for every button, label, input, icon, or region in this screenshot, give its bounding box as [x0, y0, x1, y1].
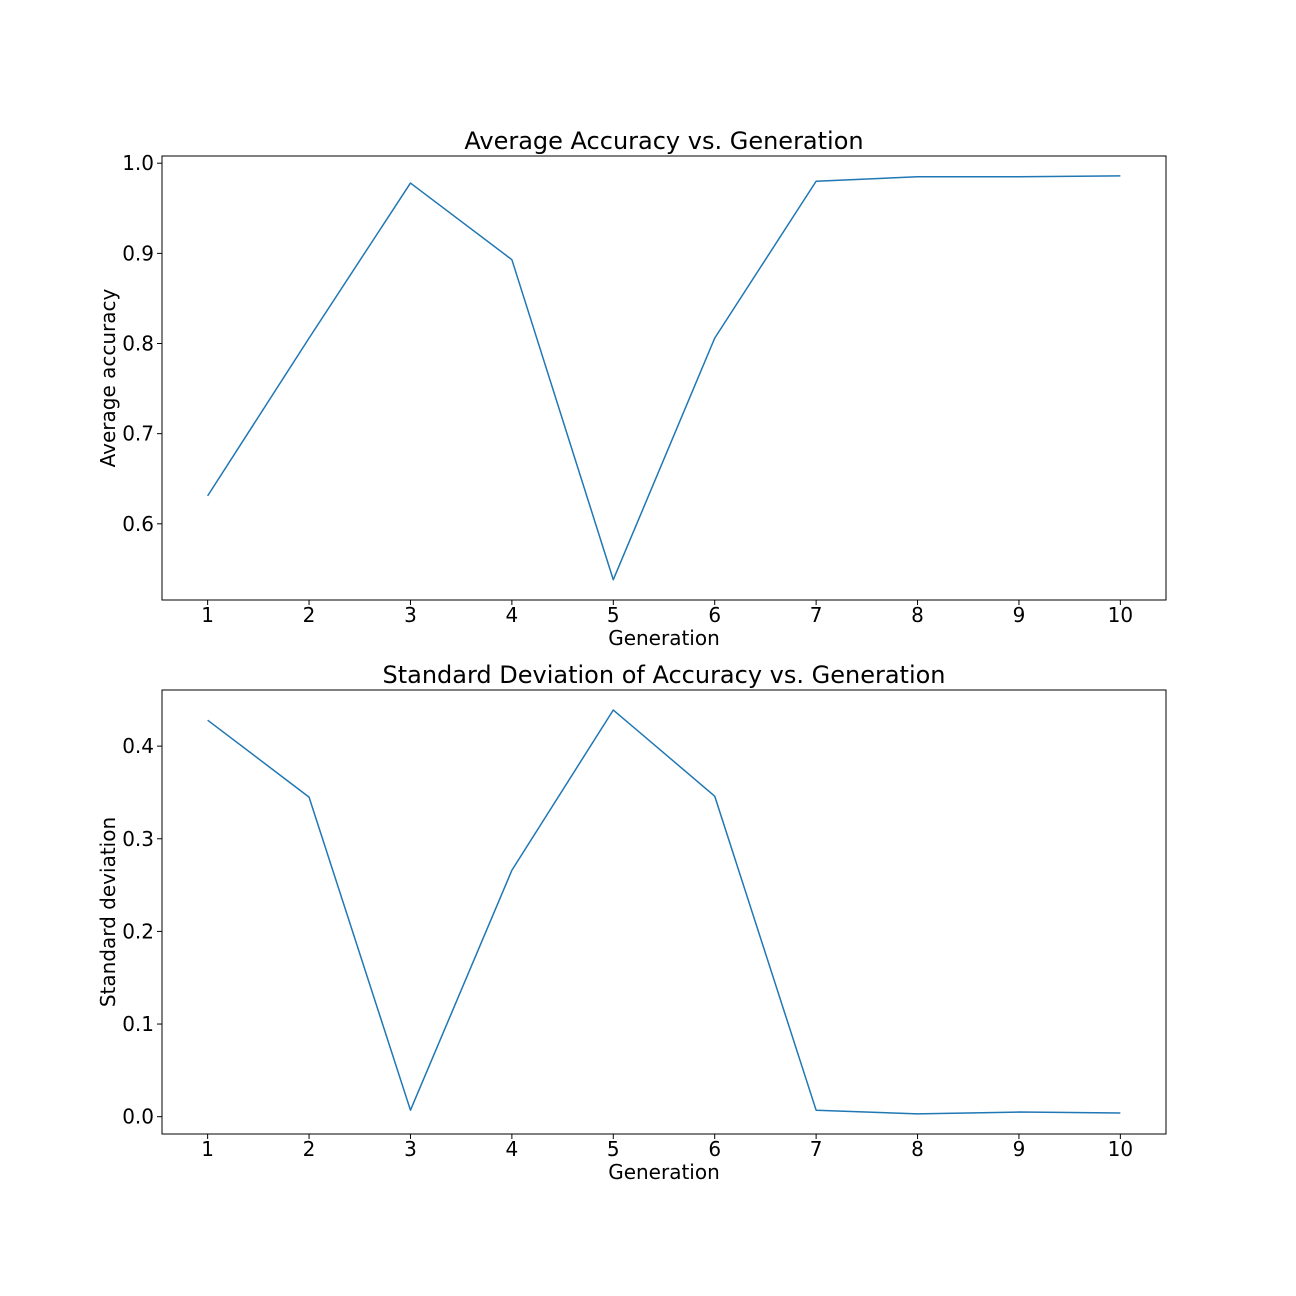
- x-tick-label: 5: [607, 1137, 620, 1161]
- chart-title: Average Accuracy vs. Generation: [464, 127, 863, 155]
- y-tick-label: 0.0: [122, 1105, 154, 1129]
- series-line: [207, 709, 1121, 1115]
- x-tick-label: 10: [1108, 1137, 1133, 1161]
- y-tick-label: 0.1: [122, 1012, 154, 1036]
- axes-frame: [161, 155, 1167, 601]
- y-axis-label: Standard deviation: [96, 817, 120, 1007]
- x-tick-label: 8: [911, 603, 924, 627]
- y-tick-label: 0.9: [122, 241, 154, 265]
- x-tick-label: 6: [708, 1137, 721, 1161]
- tick-group: 1 2 3 4 5 6 7 8 9 10 0.6 0.7 0.8 0.9 1.0: [122, 151, 1133, 627]
- x-tick-label: 8: [911, 1137, 924, 1161]
- x-tick-label: 3: [404, 1137, 417, 1161]
- x-axis-label: Generation: [608, 1160, 720, 1184]
- y-tick-label: 0.2: [122, 919, 154, 943]
- chart-title: Standard Deviation of Accuracy vs. Gener…: [382, 661, 945, 689]
- standard-deviation-chart: Standard Deviation of Accuracy vs. Gener…: [96, 661, 1167, 1184]
- y-tick-label: 0.6: [122, 512, 154, 536]
- x-tick-label: 1: [201, 1137, 214, 1161]
- x-tick-label: 1: [201, 603, 214, 627]
- x-tick-label: 2: [303, 1137, 316, 1161]
- y-tick-label: 0.3: [122, 827, 154, 851]
- x-tick-label: 7: [810, 1137, 823, 1161]
- plot-group: [207, 709, 1121, 1115]
- y-tick-label: 1.0: [122, 151, 154, 175]
- x-tick-label: 7: [810, 603, 823, 627]
- y-axis-label: Average accuracy: [96, 288, 120, 467]
- x-tick-label: 9: [1013, 603, 1026, 627]
- x-tick-label: 2: [303, 603, 316, 627]
- x-tick-label: 5: [607, 603, 620, 627]
- y-tick-label: 0.8: [122, 332, 154, 356]
- x-axis-label: Generation: [608, 626, 720, 650]
- plot-group: [207, 175, 1121, 581]
- x-tick-label: 6: [708, 603, 721, 627]
- tick-group: 1 2 3 4 5 6 7 8 9 10 0.0 0.1 0.2 0.3 0.4: [122, 734, 1133, 1161]
- average-accuracy-chart: Average Accuracy vs. Generation Generati…: [96, 127, 1167, 650]
- axes-frame: [161, 689, 1167, 1135]
- x-tick-label: 9: [1013, 1137, 1026, 1161]
- x-tick-label: 4: [506, 603, 519, 627]
- x-tick-label: 4: [506, 1137, 519, 1161]
- y-tick-label: 0.7: [122, 422, 154, 446]
- y-tick-label: 0.4: [122, 734, 154, 758]
- x-tick-label: 10: [1108, 603, 1133, 627]
- series-line: [207, 175, 1121, 581]
- x-tick-label: 3: [404, 603, 417, 627]
